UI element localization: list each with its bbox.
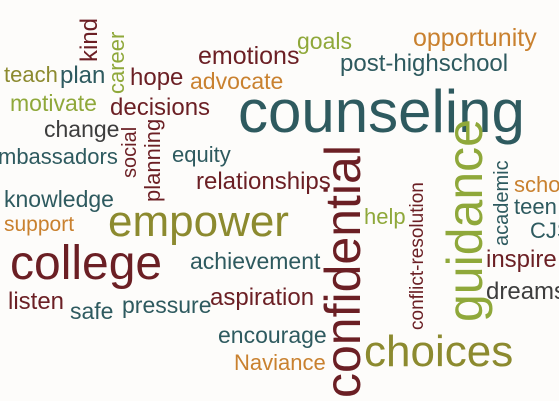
word-support: support xyxy=(4,213,75,236)
word-cjs: CJS xyxy=(530,218,559,243)
word-teen: teen xyxy=(514,194,557,219)
word-opportunity: opportunity xyxy=(413,24,537,52)
word-ambassadors: mbassadors xyxy=(0,144,118,169)
word-college: college xyxy=(10,237,163,290)
word-change: change xyxy=(44,116,120,142)
word-planning: planning xyxy=(140,118,165,202)
word-decisions: decisions xyxy=(110,94,211,121)
word-empower: empower xyxy=(108,197,289,246)
word-counseling: counseling xyxy=(238,78,525,145)
word-guidance: guidance xyxy=(437,119,493,322)
word-knowledge: knowledge xyxy=(4,186,114,212)
word-plan: plan xyxy=(60,62,106,89)
word-social: social xyxy=(119,126,141,178)
word-naviance: Naviance xyxy=(234,350,326,375)
word-achievement: achievement xyxy=(190,248,321,274)
word-teach: teach xyxy=(4,62,58,87)
word-school: scho xyxy=(514,172,559,197)
word-advocate: advocate xyxy=(190,68,284,94)
word-listen: listen xyxy=(8,288,65,315)
word-emotions: emotions xyxy=(198,42,300,70)
word-hope: hope xyxy=(130,64,184,91)
word-pressure: pressure xyxy=(122,292,212,318)
word-kind: kind xyxy=(76,17,103,62)
word-motivate: motivate xyxy=(10,90,97,116)
word-dreams: dreams xyxy=(486,278,559,305)
word-inspire: inspire xyxy=(486,246,557,273)
word-safe: safe xyxy=(70,298,114,324)
word-career: career xyxy=(104,31,129,94)
word-conflict-resolution: conflict-resolution xyxy=(407,182,428,330)
word-goals: goals xyxy=(297,28,352,54)
word-aspiration: aspiration xyxy=(210,284,315,311)
word-equity: equity xyxy=(172,142,231,167)
word-relationships: relationships xyxy=(196,168,331,195)
word-academic: academic xyxy=(491,160,513,246)
word-encourage: encourage xyxy=(218,322,327,348)
word-help: help xyxy=(364,204,406,229)
word-choices: choices xyxy=(364,327,514,376)
word-post-highschool: post-highschool xyxy=(340,50,509,77)
